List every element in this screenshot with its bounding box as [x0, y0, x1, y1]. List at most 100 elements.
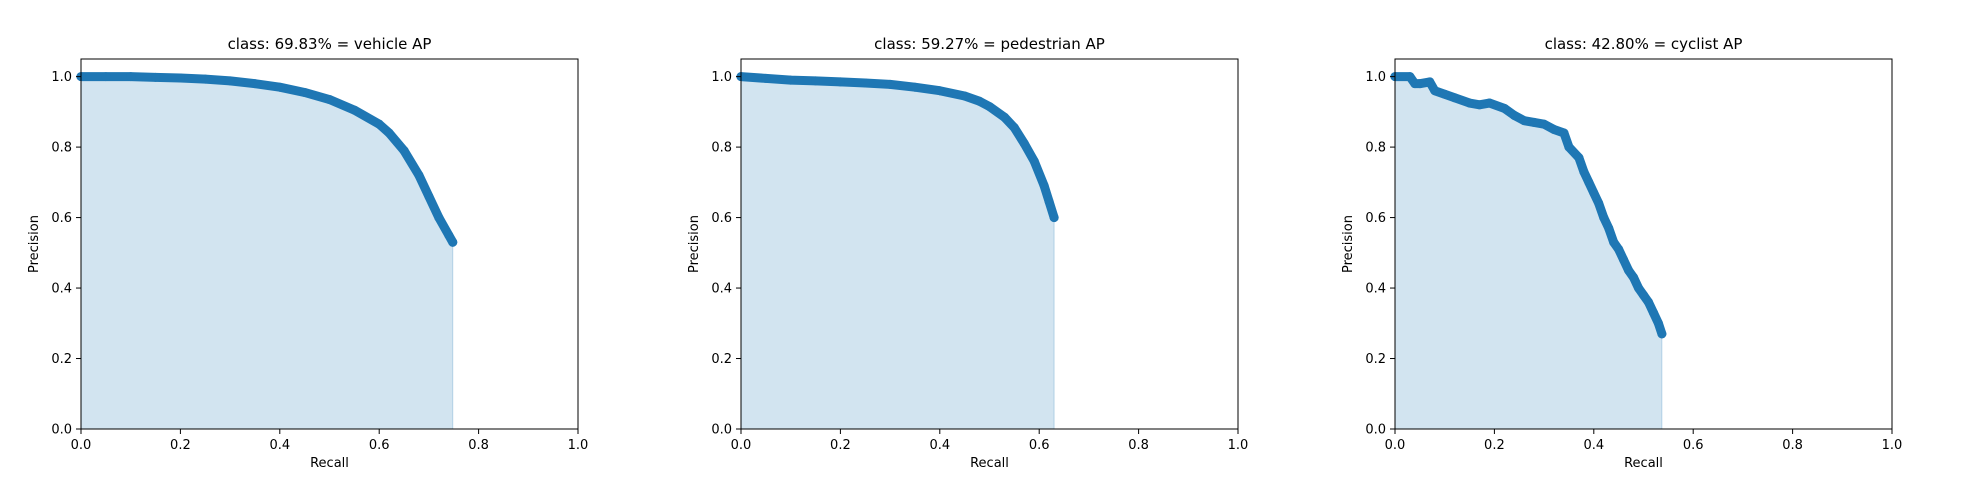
- y-tick-label: 0.4: [711, 282, 732, 297]
- pr-data-point: [349, 105, 359, 115]
- x-tick-label: 0.4: [269, 438, 290, 453]
- pr-data-point: [1594, 198, 1604, 208]
- x-tick-label: 0.6: [1029, 438, 1050, 453]
- pr-data-point: [935, 86, 945, 96]
- y-tick-label: 0.6: [51, 211, 72, 226]
- pr-data-point: [225, 76, 235, 86]
- chart-panel-3: 0.0 0.2 0.4 0.6 0.8 1.0 0.0 0.2 0.4 0.6 0.8 1.0 clas…: [1341, 35, 1902, 471]
- pr-data-point: [1574, 153, 1584, 163]
- y-tick-label: 0.2: [1365, 352, 1386, 367]
- x-axis-label: Recall: [1624, 456, 1663, 471]
- pr-data-point: [275, 82, 285, 92]
- pr-data-point: [1619, 255, 1629, 265]
- x-tick-label: 0.8: [1128, 438, 1149, 453]
- pr-data-point: [999, 112, 1009, 122]
- x-tick-label: 0.6: [1683, 438, 1704, 453]
- pr-data-point: [1624, 265, 1634, 275]
- x-tick-label: 0.0: [71, 438, 92, 453]
- y-tick-label: 0.8: [51, 141, 72, 156]
- y-tick-label: 0.8: [711, 141, 732, 156]
- pr-data-point: [1029, 156, 1039, 166]
- pr-data-point: [1430, 86, 1440, 96]
- pr-data-point: [151, 72, 161, 82]
- x-tick-label: 0.4: [1583, 438, 1604, 453]
- pr-data-point: [835, 77, 845, 87]
- pr-data-point: [1643, 297, 1653, 307]
- pr-data-point: [434, 213, 444, 223]
- x-tick-label: 0.0: [731, 438, 752, 453]
- pr-data-point: [1440, 89, 1450, 99]
- x-tick-label: 0.0: [1385, 438, 1406, 453]
- pr-data-point: [1405, 72, 1415, 82]
- y-axis-label: Precision: [1341, 215, 1356, 273]
- pr-data-point: [1519, 116, 1529, 126]
- pr-data-point: [761, 73, 771, 83]
- pr-data-point: [975, 96, 985, 106]
- y-tick-label: 0.2: [51, 352, 72, 367]
- chart-title: class: 69.83% = vehicle AP: [228, 35, 432, 53]
- pr-data-point: [985, 102, 994, 112]
- pr-area-fill: [80, 76, 454, 430]
- pr-data-point: [1609, 237, 1619, 247]
- pr-data-point: [1589, 188, 1599, 198]
- pr-data-point: [1629, 272, 1639, 282]
- pr-data-point: [1529, 117, 1539, 127]
- pr-data-point: [414, 170, 424, 180]
- chart-title: class: 42.80% = cyclist AP: [1545, 35, 1743, 53]
- pr-data-point: [1584, 177, 1594, 187]
- pr-data-point: [885, 79, 895, 89]
- pr-data-point: [1648, 308, 1658, 318]
- x-tick-label: 0.4: [929, 438, 950, 453]
- pr-data-point: [200, 74, 210, 84]
- pr-data-point: [1634, 283, 1644, 293]
- y-tick-label: 0.6: [711, 211, 732, 226]
- pr-data-point: [1559, 128, 1569, 138]
- pr-area-fill: [740, 76, 1055, 430]
- pr-data-point: [910, 82, 920, 92]
- pr-data-point: [1653, 318, 1663, 328]
- x-tick-label: 1.0: [1882, 438, 1903, 453]
- y-tick-label: 0.0: [51, 423, 72, 438]
- pr-data-point: [1049, 213, 1059, 223]
- y-tick-label: 0.4: [51, 282, 72, 297]
- x-tick-label: 0.2: [170, 438, 191, 453]
- pr-data-point: [1474, 100, 1484, 110]
- y-axis-label: Precision: [687, 215, 702, 273]
- x-tick-label: 0.8: [468, 438, 489, 453]
- x-axis-label: Recall: [310, 456, 349, 471]
- pr-data-point: [1564, 142, 1574, 152]
- pr-data-point: [101, 72, 111, 82]
- axes-frame: [80, 58, 579, 430]
- pr-data-point: [1579, 167, 1589, 177]
- pr-data-point: [175, 73, 185, 83]
- y-tick-label: 0.0: [1365, 423, 1386, 438]
- x-tick-label: 0.8: [1782, 438, 1803, 453]
- pr-data-point: [1425, 77, 1435, 87]
- pr-data-point: [444, 230, 454, 240]
- y-tick-label: 0.0: [711, 423, 732, 438]
- y-tick-label: 1.0: [1365, 70, 1386, 85]
- chart-title: class: 59.27% = pedestrian AP: [874, 35, 1105, 53]
- pr-data-point: [1539, 119, 1549, 129]
- pr-data-point: [384, 128, 394, 138]
- pr-data-point: [1465, 98, 1475, 108]
- pr-data-point: [1019, 139, 1029, 149]
- pr-data-point: [374, 119, 384, 129]
- x-tick-label: 0.2: [830, 438, 851, 453]
- pr-data-point: [1549, 124, 1559, 134]
- x-tick-label: 1.0: [1228, 438, 1249, 453]
- pr-data-point: [1657, 329, 1667, 339]
- pr-data-point: [1009, 123, 1019, 133]
- y-tick-label: 1.0: [51, 70, 72, 85]
- pr-data-point: [325, 95, 334, 105]
- x-axis-label: Recall: [970, 456, 1009, 471]
- x-tick-label: 0.6: [369, 438, 390, 453]
- pr-data-point: [1604, 223, 1614, 233]
- pr-data-point: [1509, 110, 1519, 120]
- y-tick-label: 1.0: [711, 70, 732, 85]
- y-tick-label: 0.6: [1365, 211, 1386, 226]
- pr-data-point: [448, 237, 458, 247]
- pr-data-point: [811, 76, 821, 86]
- pr-data-point: [250, 79, 260, 89]
- pr-data-point: [1044, 197, 1054, 207]
